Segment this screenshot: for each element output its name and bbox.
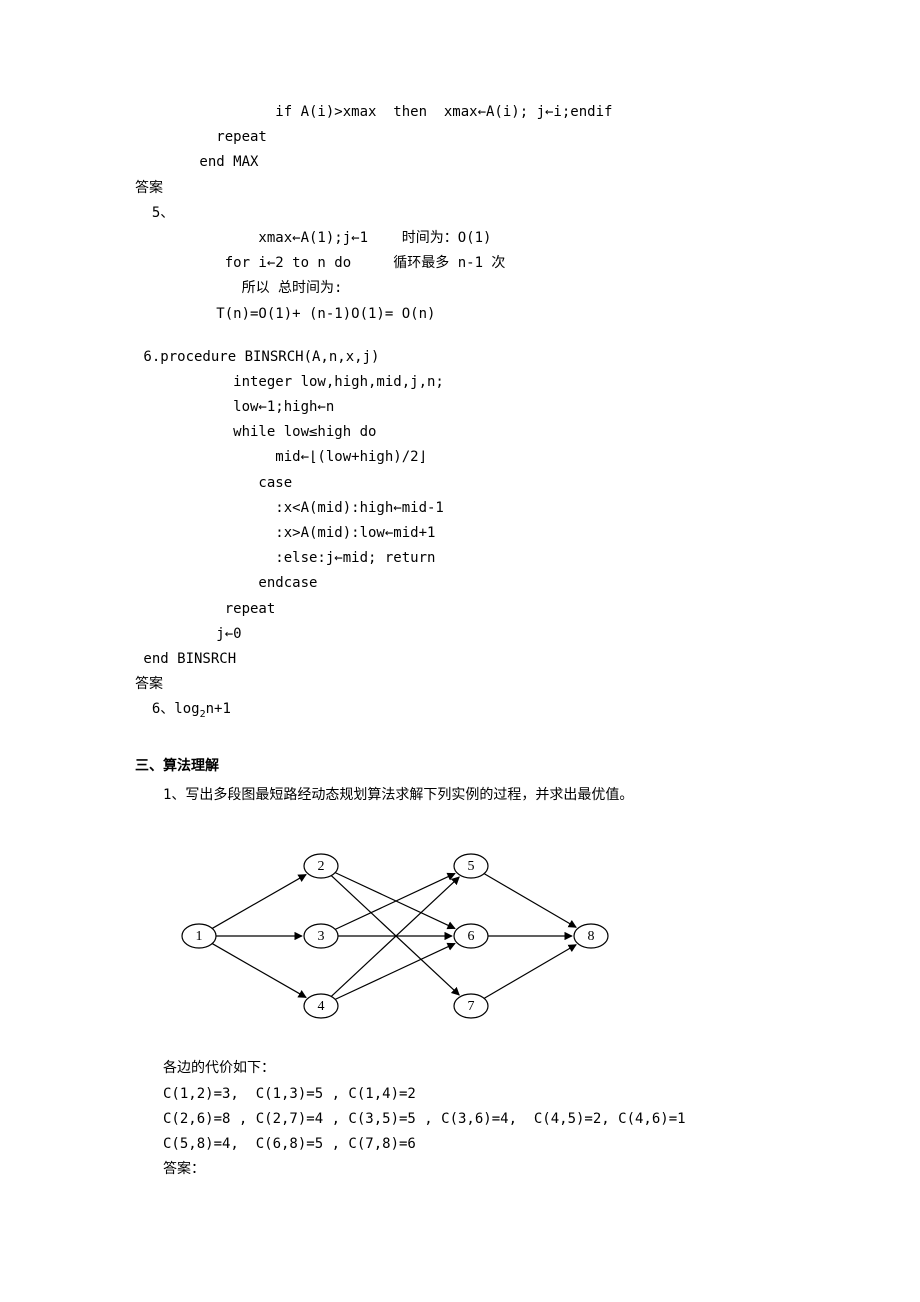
graph-edge bbox=[331, 876, 459, 995]
graph-svg: 1 2 3 4 5 6 7 8 bbox=[171, 826, 621, 1046]
code-line: if A(i)>xmax then xmax←A(i); j←i;endif bbox=[135, 100, 785, 125]
section3-q1: 1、写出多段图最短路经动态规划算法求解下列实例的过程，并求出最优值。 bbox=[135, 783, 785, 808]
graph-edge bbox=[331, 877, 459, 996]
code-line: endcase bbox=[135, 571, 785, 596]
ans6-prefix: 6、log bbox=[135, 701, 200, 717]
code-line: :x<A(mid):high←mid-1 bbox=[135, 496, 785, 521]
ans6-suffix: n+1 bbox=[206, 701, 231, 717]
cost-line: C(5,8)=4, C(6,8)=5 , C(7,8)=6 bbox=[135, 1132, 785, 1157]
graph-edge bbox=[335, 874, 455, 930]
cost-line: C(1,2)=3, C(1,3)=5 , C(1,4)=2 bbox=[135, 1082, 785, 1107]
graph-node-label: 1 bbox=[196, 930, 203, 945]
code-line: end MAX bbox=[135, 150, 785, 175]
graph-node-label: 5 bbox=[468, 860, 475, 875]
block5-analysis: xmax←A(1);j←1 时间为：O(1) for i←2 to n do 循… bbox=[135, 226, 785, 327]
code-line: repeat bbox=[135, 597, 785, 622]
section3-heading: 三、算法理解 bbox=[135, 754, 785, 779]
section3-answer-label: 答案： bbox=[135, 1157, 785, 1182]
graph-edge bbox=[212, 875, 306, 929]
graph-node-label: 4 bbox=[318, 1000, 325, 1015]
answer-num-5: 5、 bbox=[135, 201, 785, 226]
code-line: while low≤high do bbox=[135, 420, 785, 445]
page-root: if A(i)>xmax then xmax←A(i); j←i;endif r… bbox=[0, 0, 920, 1302]
code-line: j←0 bbox=[135, 622, 785, 647]
analysis-line: 所以 总时间为: bbox=[135, 276, 785, 301]
analysis-line: for i←2 to n do 循环最多 n-1 次 bbox=[135, 251, 785, 276]
code-line: low←1;high←n bbox=[135, 395, 785, 420]
graph-node-label: 8 bbox=[588, 930, 595, 945]
analysis-line: xmax←A(1);j←1 时间为：O(1) bbox=[135, 226, 785, 251]
graph-edge bbox=[484, 874, 576, 928]
graph-node-label: 3 bbox=[318, 930, 325, 945]
block6-code: integer low,high,mid,j,n; low←1;high←n w… bbox=[135, 370, 785, 672]
answer-num-6: 6、log2n+1 bbox=[135, 697, 785, 724]
graph-node-label: 6 bbox=[468, 930, 475, 945]
block6-header: 6.procedure BINSRCH(A,n,x,j) bbox=[135, 345, 785, 370]
code-line: case bbox=[135, 471, 785, 496]
multistage-graph: 1 2 3 4 5 6 7 8 bbox=[171, 826, 621, 1046]
code-line: end BINSRCH bbox=[135, 647, 785, 672]
answer-label-6: 答案 bbox=[135, 672, 785, 697]
graph-node-label: 7 bbox=[468, 1000, 475, 1015]
analysis-line: T(n)=O(1)+ (n-1)O(1)= O(n) bbox=[135, 302, 785, 327]
code-line: integer low,high,mid,j,n; bbox=[135, 370, 785, 395]
graph-edge bbox=[484, 945, 576, 999]
code-line: mid←⌊(low+high)/2⌋ bbox=[135, 445, 785, 470]
block5-code: if A(i)>xmax then xmax←A(i); j←i;endif r… bbox=[135, 100, 785, 176]
graph-edge bbox=[335, 873, 455, 929]
cost-label: 各边的代价如下： bbox=[135, 1056, 785, 1081]
graph-node-label: 2 bbox=[318, 860, 325, 875]
spacer bbox=[135, 327, 785, 345]
graph-edge bbox=[212, 944, 306, 998]
code-line: :else:j←mid; return bbox=[135, 546, 785, 571]
code-line: :x>A(mid):low←mid+1 bbox=[135, 521, 785, 546]
edges-group bbox=[212, 873, 576, 1000]
answer-label-5: 答案 bbox=[135, 176, 785, 201]
graph-edge bbox=[335, 944, 455, 1000]
code-line: repeat bbox=[135, 125, 785, 150]
cost-line: C(2,6)=8 , C(2,7)=4 , C(3,5)=5 , C(3,6)=… bbox=[135, 1107, 785, 1132]
